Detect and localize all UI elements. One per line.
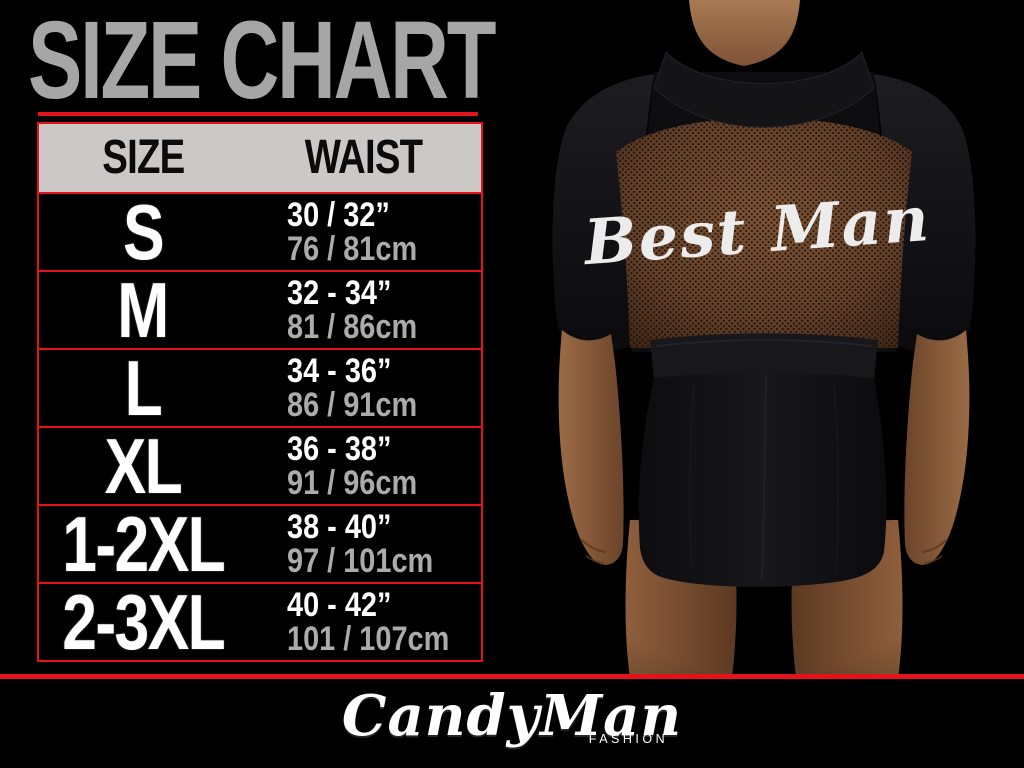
waist-cm: 86 / 91cm: [286, 386, 417, 424]
header-cell-size: SIZE: [39, 134, 247, 182]
waist-cm: 76 / 81cm: [286, 230, 417, 268]
table-row-s: S 30 / 32” 76 / 81cm: [39, 188, 481, 276]
waist-cell: 38 - 40” 97 / 101cm: [247, 506, 481, 582]
table-row-l: L 34 - 36” 86 / 91cm: [39, 344, 481, 432]
waist-inches: 36 - 38”: [286, 430, 392, 468]
header-waist-label: WAIST: [305, 131, 423, 184]
page-title: SIZE CHART: [28, 0, 496, 122]
waist-inches: 38 - 40”: [286, 508, 392, 546]
waist-cell: 30 / 32” 76 / 81cm: [247, 194, 481, 270]
brand-subtitle: FASHION: [588, 732, 669, 746]
table-row-1-2xl: 1-2XL 38 - 40” 97 / 101cm: [39, 500, 481, 588]
size-cell: XL: [39, 422, 247, 510]
size-label: S: [122, 188, 165, 276]
waist-inches: 34 - 36”: [286, 352, 392, 390]
waist-cell: 36 - 38” 91 / 96cm: [247, 428, 481, 504]
waist-inches: 32 - 34”: [286, 274, 392, 312]
brand-logo: CandyMan FASHION: [342, 688, 682, 746]
table-header-row: SIZE WAIST: [39, 124, 481, 194]
table-row-2-3xl: 2-3XL 40 - 42” 101 / 107cm: [39, 578, 481, 666]
table-row-xl: XL 36 - 38” 91 / 96cm: [39, 422, 481, 510]
size-table: SIZE WAIST S 30 / 32” 76 / 81cm M 32 - 3…: [37, 122, 483, 662]
size-cell: S: [39, 188, 247, 276]
table-row-m: M 32 - 34” 81 / 86cm: [39, 266, 481, 354]
size-label: L: [124, 344, 163, 432]
waist-cm: 81 / 86cm: [286, 308, 417, 346]
waist-inches: 30 / 32”: [286, 196, 390, 234]
size-label: XL: [104, 422, 183, 510]
waist-inches: 40 - 42”: [286, 586, 392, 624]
size-label: 2-3XL: [61, 578, 226, 666]
size-cell: 1-2XL: [39, 500, 247, 588]
waist-cm: 101 / 107cm: [286, 620, 450, 658]
waist-cell: 40 - 42” 101 / 107cm: [247, 584, 481, 660]
waist-cell: 34 - 36” 86 / 91cm: [247, 350, 481, 426]
bottom-divider: [0, 674, 1024, 679]
header-size-label: SIZE: [101, 131, 185, 184]
size-label: 1-2XL: [61, 500, 226, 588]
waist-cm: 97 / 101cm: [286, 542, 433, 580]
waist-cell: 32 - 34” 81 / 86cm: [247, 272, 481, 348]
size-cell: M: [39, 266, 247, 354]
size-cell: L: [39, 344, 247, 432]
waist-cm: 91 / 96cm: [286, 464, 417, 502]
size-label: M: [117, 266, 170, 354]
size-cell: 2-3XL: [39, 578, 247, 666]
brand-script: CandyMan: [341, 683, 683, 749]
photo-vignette: [504, 0, 1024, 678]
header-cell-waist: WAIST: [247, 134, 481, 182]
model-photo: Best Man: [504, 0, 1024, 678]
title-underline: [38, 112, 478, 116]
